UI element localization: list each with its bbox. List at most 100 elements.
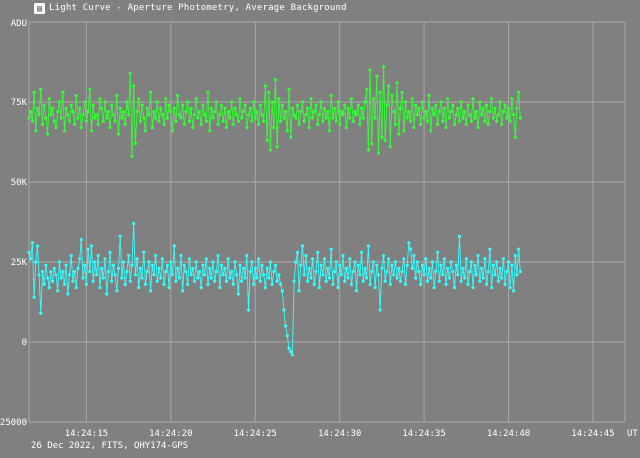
series-2-point [123, 282, 127, 286]
series-2-point [121, 260, 126, 264]
series-1-point [67, 119, 72, 123]
series-2-point [479, 266, 484, 270]
series-2-point [213, 279, 217, 283]
series-2-point [402, 257, 406, 261]
series-2-point [98, 286, 102, 290]
series-2-point [415, 260, 419, 264]
series-1-point [78, 106, 82, 110]
series-2-point [429, 276, 433, 280]
series-1-point [279, 119, 283, 123]
series-2-point [76, 266, 80, 270]
series-2-point [491, 263, 495, 267]
series-1-point [252, 100, 256, 104]
series-1-point [280, 103, 284, 107]
series-2-point [297, 289, 301, 293]
series-1-point [199, 122, 203, 126]
series-1-point [464, 122, 468, 126]
series-1-point [285, 129, 289, 133]
series-2-point [452, 286, 457, 290]
series-1-point [201, 103, 205, 107]
series-1-point [299, 110, 303, 114]
series-1-point [228, 116, 232, 120]
series-1-point [191, 126, 195, 130]
series-1-point [108, 126, 112, 130]
series-2-point [424, 257, 428, 261]
series-1-point [365, 87, 369, 91]
series-2-point [495, 260, 499, 264]
series-2-point [57, 260, 62, 264]
series-2-point [216, 254, 220, 258]
series-1-point [297, 122, 301, 126]
series-2-point [368, 282, 372, 286]
series-1-point [430, 106, 435, 110]
series-2-point [449, 260, 453, 264]
series-2-point [46, 276, 50, 280]
series-1-point [275, 145, 279, 149]
series-2-point [100, 266, 104, 270]
series-2-point [338, 263, 342, 267]
series-1-point [449, 110, 453, 114]
series-1-point [334, 119, 338, 123]
y-tick-label: ADU [11, 19, 27, 29]
series-2-point [464, 257, 468, 261]
series-2-point [476, 254, 480, 258]
series-1-point [240, 116, 244, 120]
series-2-point [268, 260, 272, 264]
series-1-point [490, 97, 494, 101]
series-1-point [385, 103, 389, 107]
series-1-point [398, 106, 402, 110]
series-2-point [471, 286, 475, 290]
series-2-point [94, 273, 99, 277]
series-1-point [517, 90, 521, 94]
series-2-point [164, 270, 168, 274]
app-icon[interactable]: ▤ [34, 2, 45, 14]
series-2-point [143, 282, 148, 286]
series-2-point [285, 334, 289, 338]
series-1-point [34, 129, 38, 133]
series-2-point [417, 270, 421, 274]
series-1-point [197, 110, 202, 114]
series-2-point [248, 270, 252, 274]
series-2-point [152, 273, 156, 277]
series-2-point [113, 273, 117, 277]
series-1-point [98, 97, 102, 101]
series-1-point [363, 100, 367, 104]
series-1-point [447, 116, 451, 120]
series-1-point [40, 122, 45, 126]
series-1-point [94, 113, 99, 117]
series-1-point [236, 119, 240, 123]
series-2-point [245, 254, 249, 258]
series-1-point [44, 116, 48, 120]
series-2-point [393, 260, 397, 264]
series-1-point [223, 106, 227, 110]
series-2-point [290, 353, 294, 357]
series-1-point [170, 129, 175, 133]
series-2-point [51, 279, 55, 283]
title-bar: ▤ Light Curve - Aperture Photometry, Ave… [34, 1, 347, 15]
series-1-point [27, 116, 31, 120]
series-1-point [186, 100, 190, 104]
series-2-point [67, 273, 72, 277]
x-tick-label: 14:24:25 [234, 429, 277, 439]
series-2-point [81, 276, 85, 280]
series-1-point [113, 119, 117, 123]
series-2-point [89, 244, 94, 248]
series-1-point [371, 97, 375, 101]
series-2-point [78, 257, 82, 261]
series-1-point [485, 103, 489, 107]
series-1-point [403, 100, 408, 104]
series-2-point [454, 263, 458, 267]
series-1-point [451, 103, 455, 107]
series-2-point [463, 276, 467, 280]
series-2-point [218, 286, 222, 290]
series-2-point [284, 324, 288, 328]
series-1-point [292, 113, 296, 117]
series-2-point [115, 289, 119, 293]
series-1-point [125, 100, 129, 104]
series-2-point [316, 250, 320, 254]
series-1-point [260, 113, 264, 117]
series-2-point [125, 270, 129, 274]
series-1-point [518, 116, 522, 120]
series-2-point [27, 250, 31, 254]
series-2-point [387, 257, 391, 261]
